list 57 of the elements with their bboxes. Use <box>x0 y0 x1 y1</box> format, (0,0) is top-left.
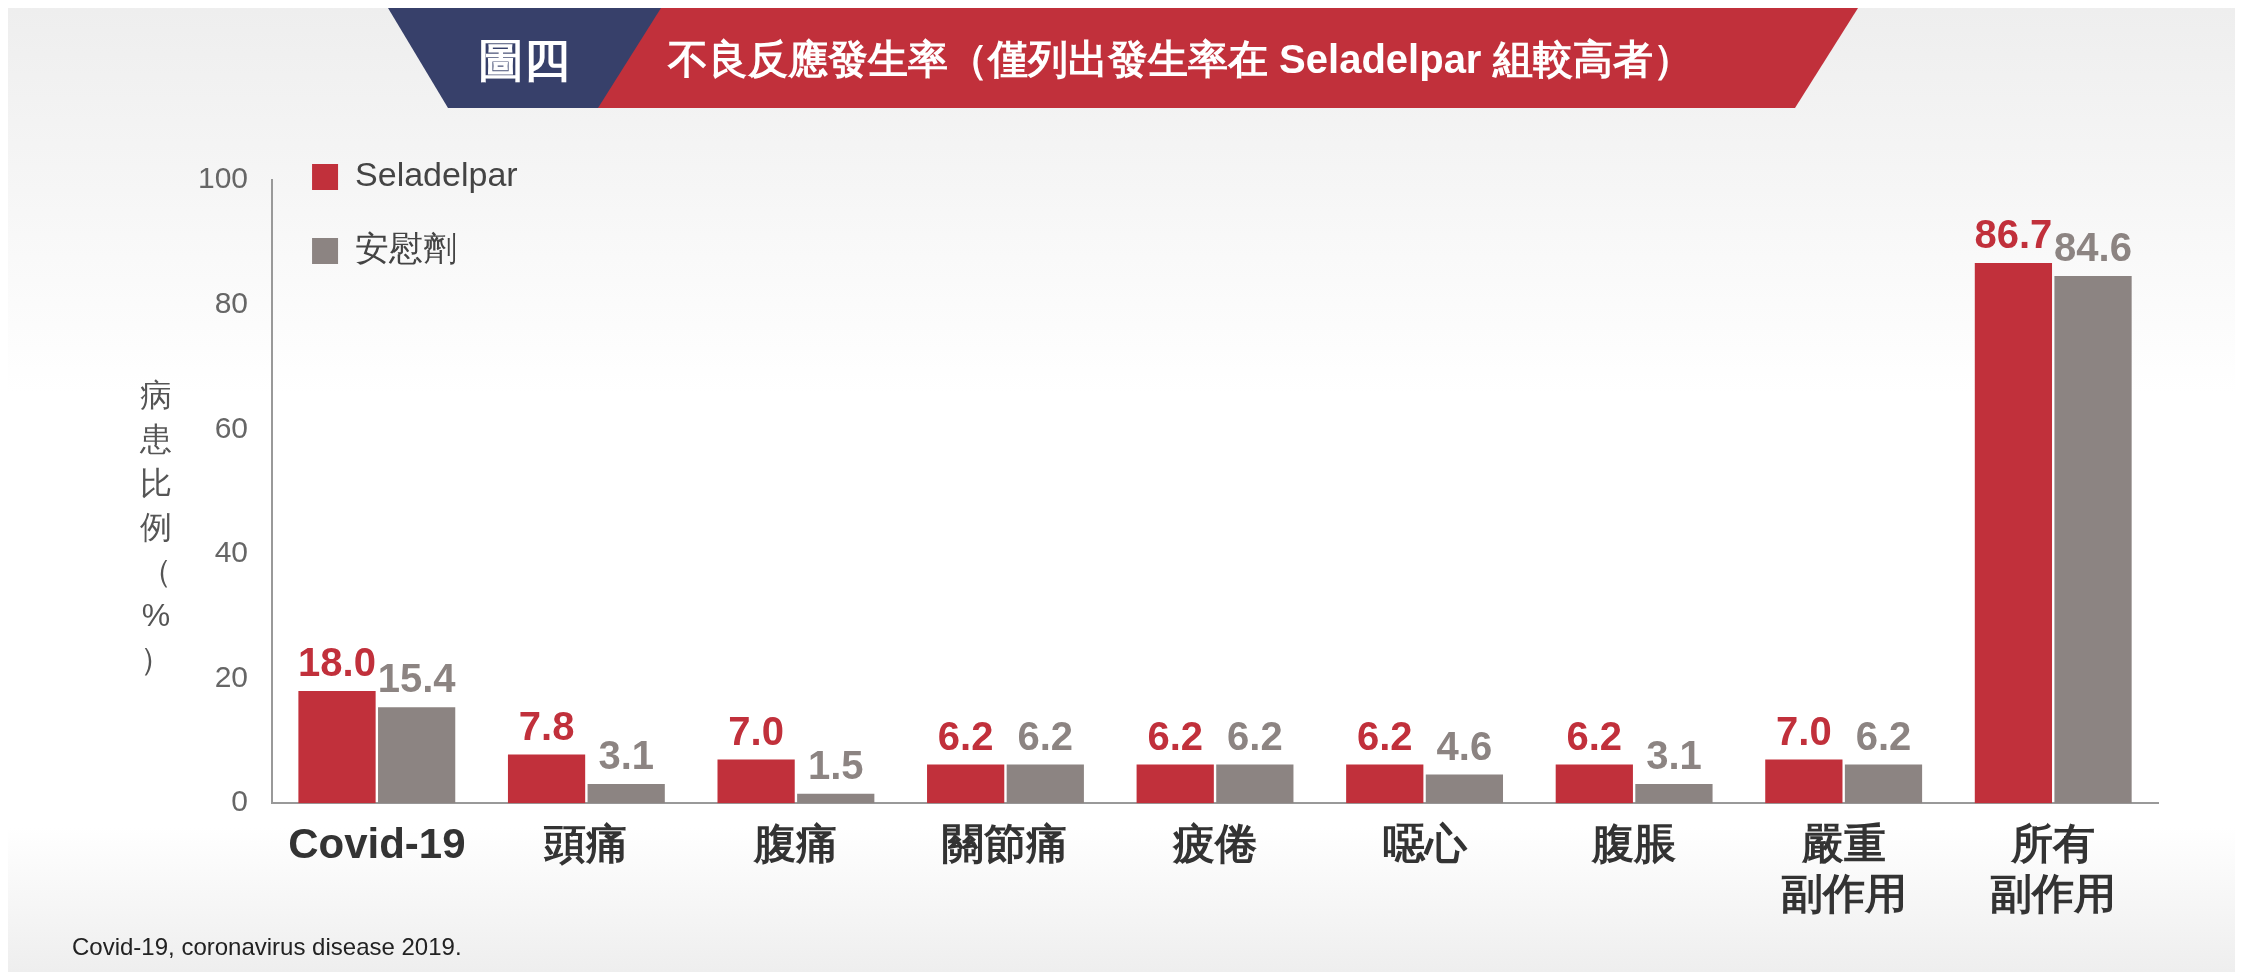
bar <box>1136 764 1214 804</box>
data-label: 6.2 <box>1147 713 1204 758</box>
data-label: 6.2 <box>1855 713 1912 758</box>
y-tick-label: 80 <box>214 285 249 319</box>
y-tick-label: 0 <box>231 784 249 818</box>
chart-title: 圖四 <box>478 33 570 88</box>
data-label: 6.2 <box>1566 713 1623 758</box>
x-tick-label: 嚴重副作用 <box>1780 819 1907 918</box>
data-label: 6.2 <box>1356 713 1413 758</box>
x-tick-label: 所有副作用 <box>1990 819 2117 918</box>
y-axis-title: 病患比例（%） <box>140 376 172 679</box>
bar <box>797 793 875 804</box>
data-label: 1.5 <box>807 742 864 787</box>
data-label: 4.6 <box>1436 723 1493 768</box>
bar <box>1216 764 1294 804</box>
x-tick-label: 疲倦 <box>1172 819 1258 867</box>
chart-subtitle: 不良反應發生率（僅列出發生率在 Seladelpar 組較高者） <box>668 36 1693 83</box>
bar <box>1006 764 1084 804</box>
data-label: 7.8 <box>518 703 575 748</box>
data-label: 18.0 <box>298 640 376 685</box>
bar <box>298 691 376 804</box>
data-label: 15.4 <box>377 656 457 701</box>
bar <box>2054 275 2132 804</box>
bar <box>507 754 586 804</box>
x-tick-label: 腹脹 <box>1591 819 1677 867</box>
bar <box>927 764 1005 804</box>
bar <box>717 759 795 804</box>
y-tick-label: 60 <box>214 410 249 444</box>
bar <box>1844 764 1923 804</box>
bar <box>378 707 456 804</box>
bar <box>1974 262 2053 804</box>
x-tick-label: 頭痛 <box>543 819 629 867</box>
data-label: 3.1 <box>598 732 654 777</box>
legend-label: Seladelpar <box>355 155 518 194</box>
x-tick-label: Covid-19 <box>288 819 466 867</box>
legend-label: 安慰劑 <box>355 229 458 268</box>
bar <box>1765 759 1843 804</box>
bar <box>1555 764 1633 804</box>
text: Covid-19, coronavirus disease 2019. <box>72 933 462 961</box>
data-label: 6.2 <box>1227 713 1283 758</box>
data-label: 3.1 <box>1646 732 1702 777</box>
data-label: 84.6 <box>2054 225 2132 269</box>
y-tick-label: 40 <box>214 535 249 569</box>
data-label: 86.7 <box>1974 211 2053 256</box>
y-tick-label: 100 <box>197 161 249 195</box>
data-label: 7.0 <box>1776 708 1832 753</box>
data-label: 6.2 <box>1017 713 1074 758</box>
bar <box>1346 764 1424 804</box>
bar <box>1635 783 1713 804</box>
data-label: 6.2 <box>937 713 994 758</box>
data-label: 7.0 <box>728 708 784 753</box>
x-tick-label: 噁心 <box>1382 819 1468 867</box>
bar <box>1425 774 1504 804</box>
y-tick-label: 20 <box>214 659 249 693</box>
x-tick-label: 腹痛 <box>752 819 838 867</box>
x-tick-label: 關節痛 <box>942 819 1069 867</box>
bar <box>587 783 665 804</box>
